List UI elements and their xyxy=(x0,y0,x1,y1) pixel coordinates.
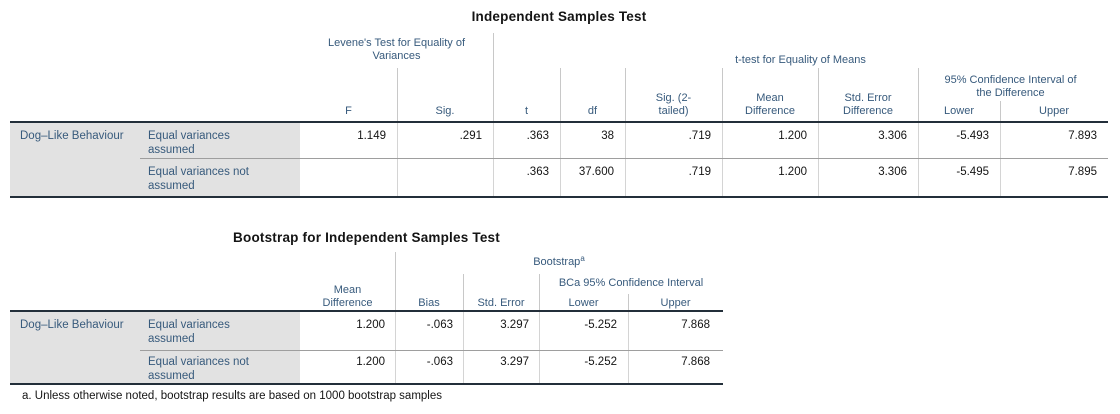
t2-r1-upper-value: 7.868 xyxy=(681,319,710,331)
col-header-lower2: Lower xyxy=(568,297,599,309)
col-header-meandiff-line1: Mean xyxy=(756,92,784,104)
col-header-sig2-line1: Sig. (2- xyxy=(655,92,692,104)
grid-line xyxy=(539,274,540,310)
grid-line xyxy=(722,123,723,196)
t1-r2-se-value: 3.306 xyxy=(878,166,907,178)
row-label-equal-variances-assumed: Equal variances assumed xyxy=(148,130,230,156)
bootstrap-spanner: Bootstrapa xyxy=(395,254,723,269)
grid-line xyxy=(493,33,494,121)
row-divider xyxy=(140,158,1108,159)
bootstrap-spanner-text: Bootstrap xyxy=(533,256,581,268)
row-label-equal-variances-not-assumed: Equal variances not assumed xyxy=(148,356,250,382)
t2-r2-bias-value: -.063 xyxy=(426,356,453,368)
grid-line xyxy=(818,68,819,121)
variable-label: Dog–Like Behaviour xyxy=(20,130,124,142)
col-header-f: F xyxy=(345,105,352,117)
t2-r1-mean-value: 1.200 xyxy=(356,319,385,331)
t2-r1-bias-value: -.063 xyxy=(426,319,453,331)
grid-line xyxy=(818,123,819,196)
grid-line xyxy=(397,123,398,196)
t1-r2-t-value: .363 xyxy=(526,166,549,178)
bca-ci-spanner: BCa 95% Confidence Interval xyxy=(558,277,704,289)
t2-r2-upper-value: 7.868 xyxy=(681,356,710,368)
grid-line xyxy=(628,294,629,310)
table1-title: Independent Samples Test xyxy=(471,9,647,24)
t2-r1-se-value: 3.297 xyxy=(500,319,529,331)
col-header-df: df xyxy=(587,105,598,117)
col-header-upper: Upper xyxy=(1039,105,1069,117)
header-separator xyxy=(10,121,1108,123)
grid-line xyxy=(395,312,396,383)
row-stub-background xyxy=(10,123,300,196)
grid-line xyxy=(560,68,561,121)
grid-line xyxy=(1000,101,1001,121)
t2-r1-lower-value: -5.252 xyxy=(584,319,617,331)
t1-r2-lower-value: -5.495 xyxy=(956,166,989,178)
grid-line xyxy=(918,123,919,196)
t1-r1-sig-value: .291 xyxy=(459,130,482,142)
grid-line xyxy=(625,68,626,121)
grid-line xyxy=(395,252,396,310)
col-header-sig: Sig. xyxy=(435,105,455,117)
grid-line xyxy=(625,123,626,196)
ttest-spanner: t-test for Equality of Means xyxy=(735,54,866,66)
t1-r1-lower-value: -5.493 xyxy=(956,130,989,142)
grid-line xyxy=(463,274,464,310)
t1-r1-se-value: 3.306 xyxy=(878,130,907,142)
row-label-equal-variances-not-assumed: Equal variances not assumed xyxy=(148,166,250,192)
table-bottom-border xyxy=(10,196,1108,198)
row-label-equal-variances-assumed: Equal variances assumed xyxy=(148,319,230,345)
ci95-spanner-line1: 95% Confidence Interval of xyxy=(944,74,1077,86)
table-bottom-border xyxy=(10,383,723,385)
grid-line xyxy=(628,312,629,383)
row-divider xyxy=(140,350,723,351)
levene-spanner-line1: Levene's Test for Equality of xyxy=(327,37,466,49)
t1-r2-mean-value: 1.200 xyxy=(778,166,807,178)
t1-r1-sig2-value: .719 xyxy=(688,130,711,142)
grid-line xyxy=(539,312,540,383)
t1-r1-mean-value: 1.200 xyxy=(778,130,807,142)
grid-line xyxy=(560,123,561,196)
grid-line xyxy=(918,68,919,121)
col-header-meandiff-line2: Difference xyxy=(745,105,795,117)
t1-r1-f-value: 1.149 xyxy=(357,130,386,142)
grid-line xyxy=(1000,123,1001,196)
ci95-spanner-line2: the Difference xyxy=(976,87,1045,99)
t2-r2-mean-value: 1.200 xyxy=(356,356,385,368)
footnote-marker-a: a xyxy=(580,254,585,263)
grid-line xyxy=(397,68,398,121)
col-header-stderr-line2: Difference xyxy=(843,105,893,117)
t2-r2-se-value: 3.297 xyxy=(500,356,529,368)
levene-spanner-line2: Variances xyxy=(372,50,421,62)
bootstrap-footnote: a. Unless otherwise noted, bootstrap res… xyxy=(22,390,442,402)
col-header-sig2-line2: tailed) xyxy=(658,105,689,117)
row-stub-background xyxy=(10,312,300,383)
col-header-t: t xyxy=(524,105,529,117)
col-header-upper2: Upper xyxy=(660,297,691,309)
col-header-lower: Lower xyxy=(944,105,974,117)
col-header-stderr2: Std. Error xyxy=(477,297,525,309)
t1-r1-t-value: .363 xyxy=(526,130,549,142)
col-header-meandiff2-line2: Difference xyxy=(322,297,373,309)
t1-r1-upper-value: 7.893 xyxy=(1068,130,1097,142)
t2-r2-lower-value: -5.252 xyxy=(584,356,617,368)
variable-label: Dog–Like Behaviour xyxy=(20,319,124,331)
col-header-stderr-line1: Std. Error xyxy=(844,92,892,104)
grid-line xyxy=(463,312,464,383)
col-header-meandiff2-line1: Mean xyxy=(333,284,362,296)
table2-title: Bootstrap for Independent Samples Test xyxy=(233,230,500,245)
col-header-bias: Bias xyxy=(418,297,440,309)
grid-line xyxy=(493,123,494,196)
t1-r1-df-value: 38 xyxy=(601,130,614,142)
t1-r2-df-value: 37.600 xyxy=(578,166,614,178)
grid-line xyxy=(722,68,723,121)
t1-r2-sig2-value: .719 xyxy=(688,166,711,178)
header-separator xyxy=(10,310,723,312)
t1-r2-upper-value: 7.895 xyxy=(1068,166,1097,178)
